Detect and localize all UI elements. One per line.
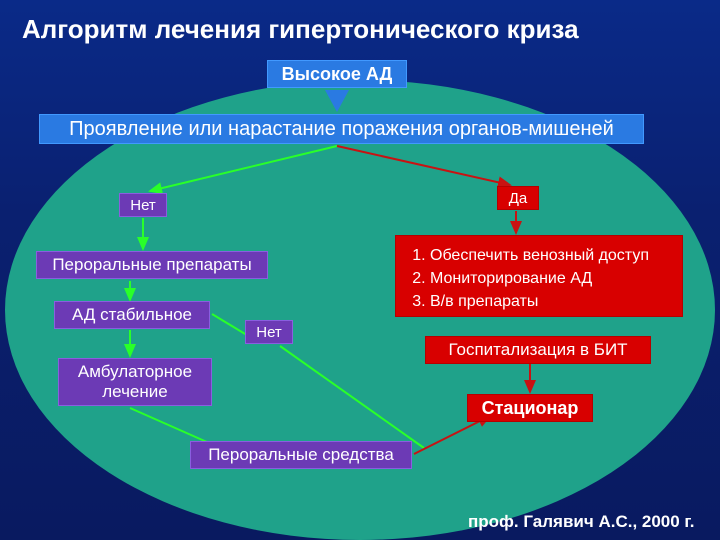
slide-title: Алгоритм лечения гипертонического криза xyxy=(22,14,579,45)
node-red-list: Обеспечить венозный доступ Мониторирован… xyxy=(395,235,683,317)
node-high-bp: Высокое АД xyxy=(267,60,407,88)
node-oral-drugs: Пероральные препараты xyxy=(36,251,268,279)
node-oral-agents: Пероральные средства xyxy=(190,441,412,469)
node-hospitalization: Госпитализация в БИТ xyxy=(425,336,651,364)
node-stationary: Стационар xyxy=(467,394,593,422)
slide-footer: проф. Галявич А.С., 2000 г. xyxy=(468,512,695,532)
list-item: Обеспечить венозный доступ xyxy=(430,244,668,267)
list-item: Мониторирование АД xyxy=(430,267,668,290)
stage: Алгоритм лечения гипертонического криза … xyxy=(0,0,720,540)
node-organ-damage: Проявление или нарастание поражения орга… xyxy=(39,114,644,144)
list-item: В/в препараты xyxy=(430,290,668,313)
node-ambulatory: Амбулаторное лечение xyxy=(58,358,212,406)
node-no-1: Нет xyxy=(119,193,167,217)
node-bp-stable: АД стабильное xyxy=(54,301,210,329)
node-yes: Да xyxy=(497,186,539,210)
node-no-2: Нет xyxy=(245,320,293,344)
